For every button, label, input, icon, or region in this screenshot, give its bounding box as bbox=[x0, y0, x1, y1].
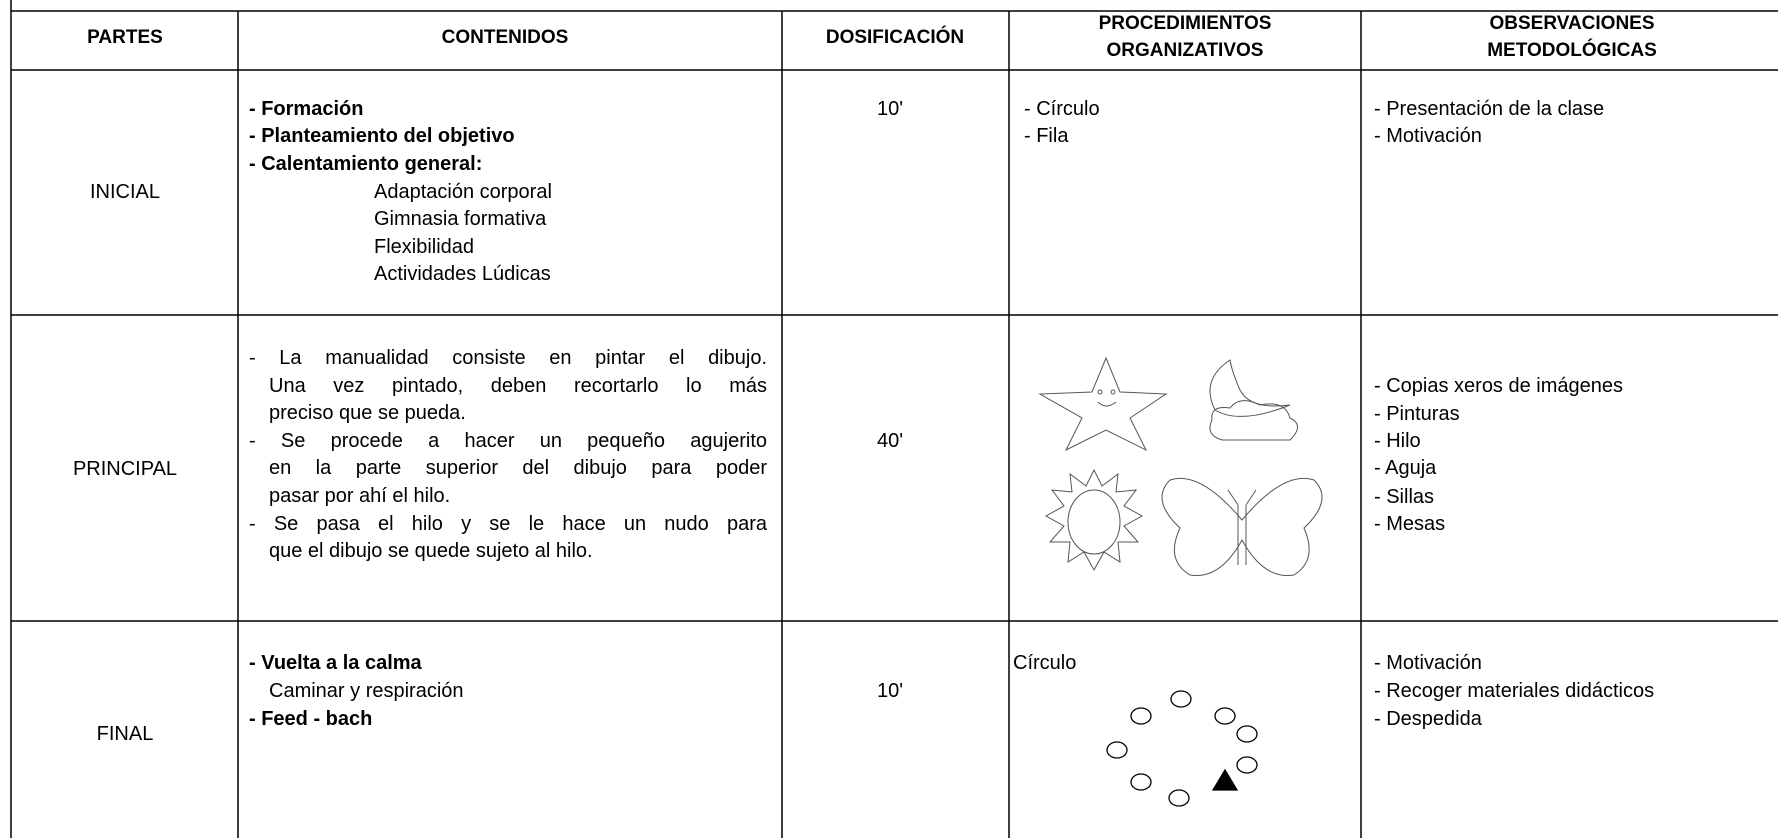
observacion: - Despedida bbox=[1374, 708, 1482, 730]
contenido: preciso que se pueda. bbox=[269, 402, 466, 424]
procedimiento: Círculo bbox=[1013, 652, 1077, 674]
observacion: - Pinturas bbox=[1374, 403, 1460, 425]
header-cell: OBSERVACIONES bbox=[1489, 13, 1655, 34]
observacion: - Mesas bbox=[1374, 513, 1446, 535]
drawings bbox=[1038, 356, 1323, 577]
header-cell: ORGANIZATIVOS bbox=[1106, 40, 1264, 61]
dosificacion: 40' bbox=[876, 430, 904, 452]
contenido: pasar por ahí el hilo. bbox=[269, 485, 451, 507]
dosificacion: 10' bbox=[876, 98, 904, 120]
contenido: Adaptación corporal bbox=[374, 181, 552, 203]
contenido: - Planteamiento del objetivo bbox=[249, 125, 515, 147]
contenido: - Calentamiento general: bbox=[249, 153, 483, 175]
procedimiento: - Círculo bbox=[1024, 98, 1100, 120]
contenido: Actividades Lúdicas bbox=[374, 263, 551, 285]
contenido: en la parte superior del dibujo para pod… bbox=[269, 457, 767, 479]
procedimiento: - Fila bbox=[1024, 125, 1069, 147]
observacion: - Presentación de la clase bbox=[1374, 98, 1605, 120]
contenido: - Feed - bach bbox=[249, 708, 373, 730]
header-cell: METODOLÓGICAS bbox=[1487, 40, 1657, 61]
header-cell: PROCEDIMIENTOS bbox=[1098, 13, 1272, 34]
contenido: Caminar y respiración bbox=[269, 680, 464, 702]
observacion: - Aguja bbox=[1374, 457, 1437, 479]
contenido: - Vuelta a la calma bbox=[249, 652, 422, 674]
observacion: - Hilo bbox=[1374, 430, 1421, 452]
observacion: - Motivación bbox=[1374, 652, 1482, 674]
parte: INICIAL bbox=[89, 181, 161, 203]
circle-formation bbox=[1106, 690, 1258, 807]
contenido: Una vez pintado, deben recortarlo lo más bbox=[269, 375, 767, 397]
contenido: que el dibujo se quede sujeto al hilo. bbox=[269, 540, 593, 562]
contenido: - Se procede a hacer un pequeño agujerit… bbox=[249, 430, 767, 452]
contenido: Flexibilidad bbox=[374, 236, 475, 258]
observacion: - Copias xeros de imágenes bbox=[1374, 375, 1624, 397]
contenido: - Se pasa el hilo y se le hace un nudo p… bbox=[249, 513, 767, 535]
observacion: - Sillas bbox=[1374, 486, 1435, 508]
header-cell: DOSIFICACIÓN bbox=[825, 27, 965, 48]
dosificacion: 10' bbox=[876, 680, 904, 702]
header-cell: CONTENIDOS bbox=[441, 27, 569, 48]
header-cell: PARTES bbox=[87, 27, 163, 48]
parte: FINAL bbox=[96, 723, 154, 745]
observacion: - Recoger materiales didácticos bbox=[1374, 680, 1655, 702]
contenido: - La manualidad consiste en pintar el di… bbox=[249, 347, 767, 369]
observacion: - Motivación bbox=[1374, 125, 1482, 147]
contenido: Gimnasia formativa bbox=[374, 208, 547, 230]
contenido: - Formación bbox=[249, 98, 364, 120]
parte: PRINCIPAL bbox=[72, 458, 178, 480]
